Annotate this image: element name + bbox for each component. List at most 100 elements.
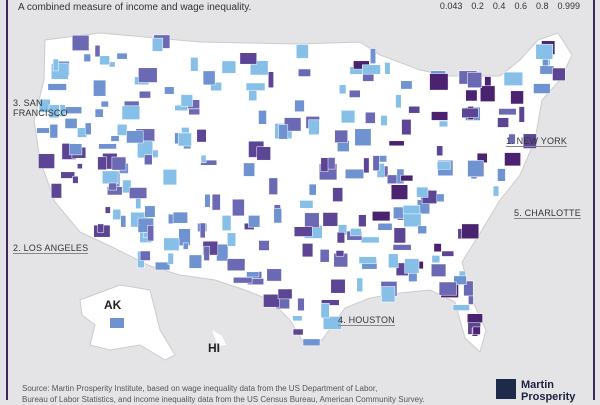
metro-area xyxy=(152,37,164,52)
label-text: FRANCISCO xyxy=(13,108,68,118)
metro-area xyxy=(340,110,356,124)
metro-area xyxy=(539,65,555,75)
metro-area xyxy=(363,157,370,174)
metro-area xyxy=(386,174,398,184)
metro-area xyxy=(467,72,483,88)
metro-area xyxy=(497,168,506,182)
label-houston: 4. HOUSTON xyxy=(338,315,395,326)
legend-value: 0.2 xyxy=(471,1,484,11)
metro-area xyxy=(508,133,516,145)
metro-area xyxy=(120,215,127,228)
metro-area xyxy=(401,119,412,136)
metro-area xyxy=(248,89,258,101)
metro-area xyxy=(372,155,380,171)
metro-area xyxy=(248,215,261,228)
metro-area xyxy=(504,152,521,167)
metro-area xyxy=(402,205,421,215)
metro-area xyxy=(147,225,154,242)
metro-area xyxy=(468,295,474,305)
metro-area xyxy=(358,256,377,264)
metro-area xyxy=(97,223,105,233)
metro-area xyxy=(518,106,525,123)
metro-area xyxy=(210,82,222,92)
metro-area xyxy=(319,249,330,263)
metro-area xyxy=(377,223,393,231)
metro-area xyxy=(465,89,478,102)
metro-area xyxy=(298,68,311,77)
metro-area xyxy=(400,174,414,182)
metro-area xyxy=(302,338,321,346)
logo: Martin Prosperity xyxy=(496,379,575,403)
metro-area xyxy=(72,175,79,184)
metro-area xyxy=(200,154,207,164)
source-note: Source: Martin Prosperity Institute, bas… xyxy=(22,383,425,405)
metro-area xyxy=(112,209,122,220)
metro-area xyxy=(362,64,381,75)
metro-area xyxy=(144,205,156,218)
metro-area xyxy=(204,193,211,208)
metro-area xyxy=(438,281,457,296)
metro-area xyxy=(467,160,484,177)
metro-area xyxy=(354,128,372,146)
metro-area xyxy=(381,286,396,303)
metro-area xyxy=(453,275,467,285)
metro-area xyxy=(196,129,207,143)
metro-area xyxy=(245,82,266,91)
source-line: Source: Martin Prosperity Institute, bas… xyxy=(22,384,378,393)
metro-area xyxy=(393,227,406,244)
metro-area xyxy=(268,71,274,88)
metro-area xyxy=(296,44,309,59)
metro-area xyxy=(221,215,232,231)
metro-area xyxy=(320,303,330,319)
metro-area xyxy=(339,84,347,95)
legend-value: 0.4 xyxy=(492,1,506,11)
metro-area xyxy=(535,43,554,60)
metro-area xyxy=(60,171,75,179)
metro-area xyxy=(99,55,110,66)
metro-area xyxy=(388,140,405,147)
metro-area xyxy=(268,177,278,195)
metro-area xyxy=(110,135,120,142)
metro-area xyxy=(497,117,509,128)
metro-area xyxy=(232,198,245,217)
metro-area xyxy=(94,108,104,118)
metro-area xyxy=(116,124,128,136)
metro-area xyxy=(277,288,293,300)
metro-area xyxy=(302,243,314,258)
metro-area xyxy=(139,250,151,261)
label-san-francisco: 3. SAN FRANCISCO xyxy=(13,98,68,118)
metro-area xyxy=(395,94,402,109)
metro-area xyxy=(403,212,422,228)
metro-area xyxy=(139,90,151,99)
metro-area xyxy=(221,60,237,74)
metro-area xyxy=(380,115,388,126)
metro-area xyxy=(335,250,345,257)
metro-area xyxy=(461,107,479,118)
metro-area xyxy=(384,62,391,75)
legend-value: 0.8 xyxy=(535,1,549,11)
metro-area xyxy=(69,143,83,156)
logo-mark xyxy=(496,379,516,399)
metro-area xyxy=(188,254,202,269)
metro-area xyxy=(294,99,305,112)
label-text: 3. SAN xyxy=(13,98,43,108)
metro-area xyxy=(308,183,317,196)
metro-area xyxy=(104,206,111,214)
metro-area xyxy=(94,45,101,58)
metro-area xyxy=(498,108,517,116)
metro-area xyxy=(345,168,364,179)
metro-area xyxy=(226,258,246,271)
metro-area xyxy=(416,186,429,198)
map-subtitle: A combined measure of income and wage in… xyxy=(18,2,252,13)
metro-area xyxy=(263,294,280,308)
metro-area xyxy=(266,268,282,282)
metro-area xyxy=(330,279,346,294)
metro-area xyxy=(97,156,107,171)
metro-area xyxy=(322,316,342,330)
metro-area xyxy=(162,169,177,186)
map-frame xyxy=(6,0,595,400)
metro-area xyxy=(52,58,59,72)
label-los-angeles: 2. LOS ANGELES xyxy=(13,243,89,254)
metro-area xyxy=(467,313,483,323)
metro-area xyxy=(284,117,302,132)
